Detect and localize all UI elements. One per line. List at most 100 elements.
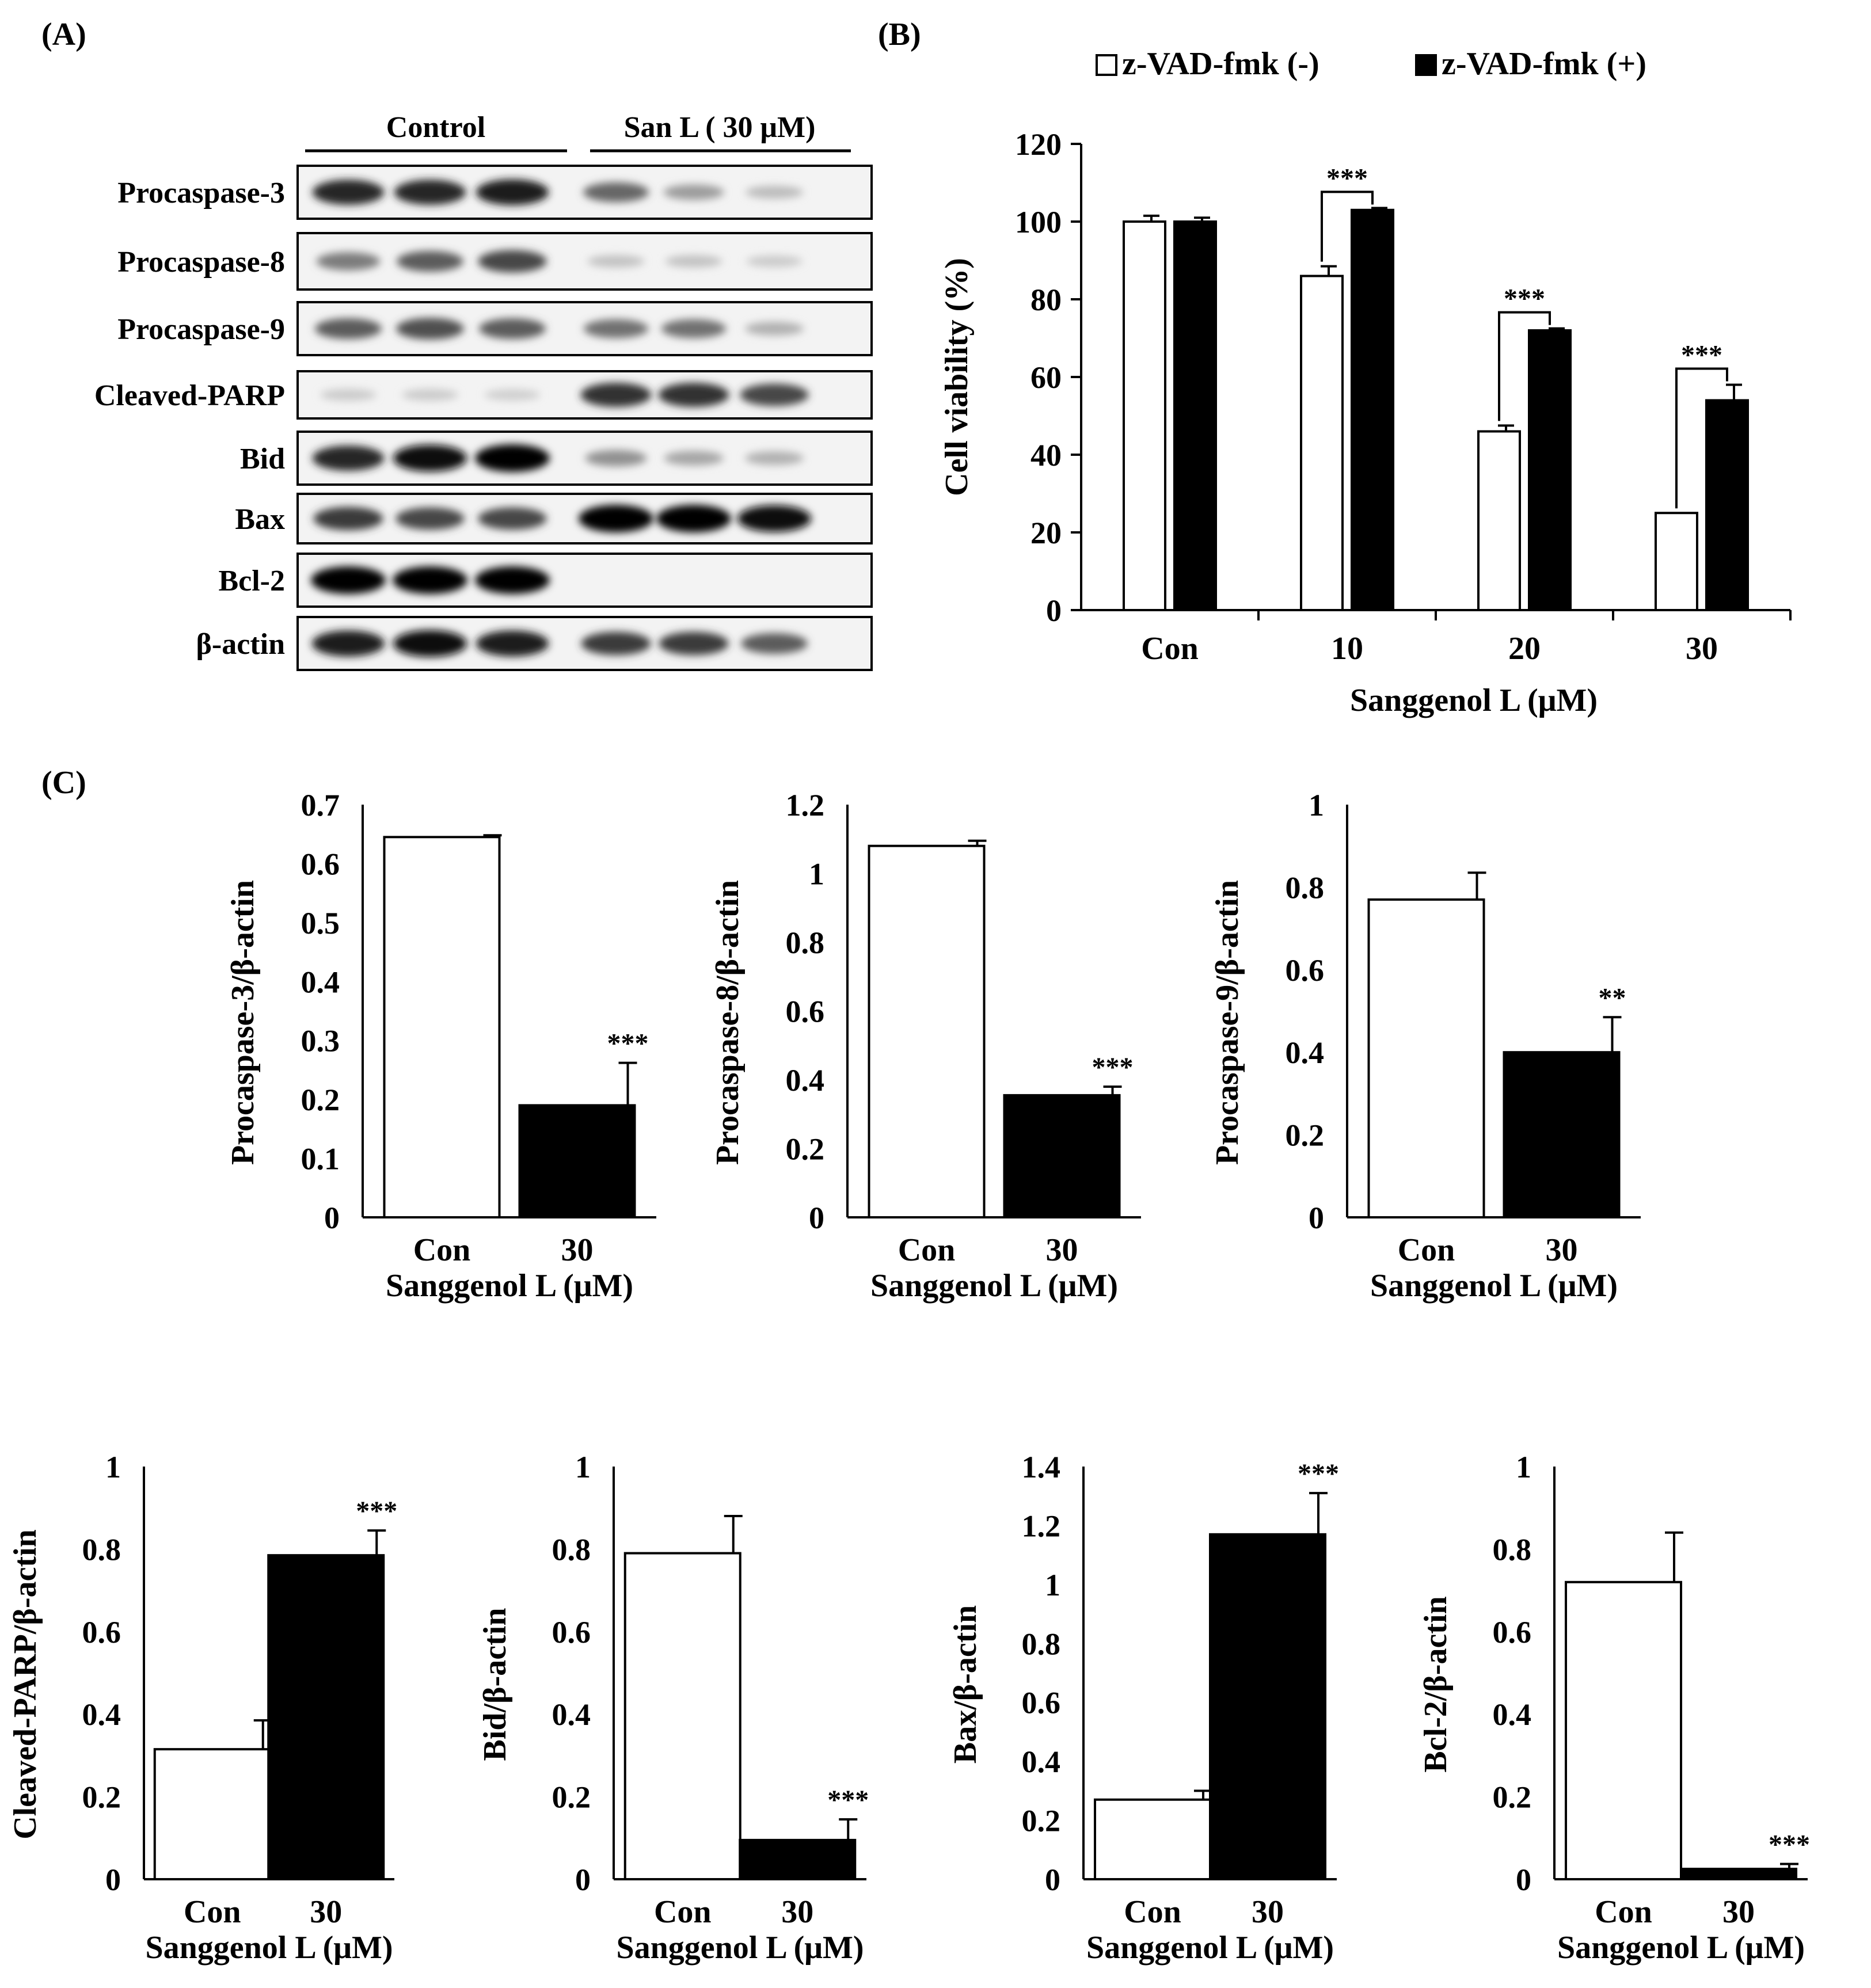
densitometry-charts: 00.10.20.30.40.50.60.7Con***30Sanggenol … [7,788,1810,1966]
x-axis-title: Sanggenol L (μM) [1370,1268,1618,1304]
y-tick-label: 1.2 [786,788,825,822]
y-tick-label: 0.4 [301,965,340,999]
bar [1705,399,1749,611]
blot-band [393,630,467,657]
blot-band [745,185,804,199]
y-tick-label: 0.4 [552,1697,591,1732]
blot-band [741,633,808,654]
y-tick-label: 0.2 [552,1780,591,1815]
blot-band [581,631,651,656]
blot-band [397,251,463,272]
y-tick-label: 0.6 [552,1615,591,1650]
blot-band [393,444,467,472]
y-tick-label: 0 [1309,1201,1324,1235]
blot-band [745,322,804,336]
x-tick-label: 30 [1252,1894,1284,1930]
y-tick-label: 0.3 [301,1024,340,1058]
blot-band [396,507,465,530]
bar [1503,1051,1621,1218]
y-tick-label: 100 [1015,205,1062,239]
blot-band [396,318,464,340]
blot-row-label: Procaspase-3 [117,177,285,210]
blot-band [746,255,803,268]
significance-label: *** [356,1496,397,1526]
blot-band [320,389,377,401]
y-axis-title: Bid/β-actin [477,1608,513,1761]
blot-band [478,507,547,530]
bar [1003,1094,1121,1218]
blot-band [394,180,466,205]
bar [1351,208,1394,611]
blot-band [583,182,649,203]
y-axis-title: Procaspase-9/β-actin [1210,880,1245,1165]
y-tick-label: 1.4 [1022,1450,1061,1484]
blot-group-label-control: Control [386,111,485,144]
bar [1565,1581,1682,1880]
bar [868,844,986,1218]
x-tick-label: 30 [1722,1894,1755,1930]
y-tick-label: 0.6 [786,995,825,1029]
x-tick-label: 30 [781,1894,813,1930]
y-tick-label: 0.2 [786,1132,825,1167]
significance-label: *** [1681,340,1722,371]
y-tick-label: 0 [575,1863,591,1897]
y-tick-label: 0.8 [82,1532,121,1567]
x-tick-label: Con [1141,631,1199,667]
bar [1209,1533,1326,1881]
y-tick-label: 0.2 [1286,1118,1325,1153]
bar [1094,1798,1211,1880]
y-tick-label: 40 [1030,438,1062,473]
significance-label: *** [1298,1458,1339,1489]
blot-band [665,255,722,268]
y-tick-label: 0 [1516,1863,1531,1897]
y-tick-label: 0.6 [301,847,340,881]
blot-row-label: Bid [240,443,285,475]
y-tick-label: 0.4 [1022,1745,1061,1779]
y-tick-label: 0.8 [552,1532,591,1567]
y-tick-label: 1 [575,1450,591,1484]
blot-band [585,450,647,467]
blot-band [587,255,645,268]
x-tick-label: 20 [1508,631,1541,667]
blot-band [475,444,550,472]
panel-label-c: (C) [41,765,86,801]
y-tick-label: 1.2 [1022,1509,1061,1543]
blot-band [313,506,383,531]
y-tick-label: 0.4 [786,1063,825,1098]
x-axis-title: Sanggenol L (μM) [145,1930,393,1966]
y-tick-label: 0.2 [82,1780,121,1815]
blot-band [311,566,386,594]
y-tick-label: 0 [809,1201,824,1235]
y-tick-label: 1 [809,857,824,892]
bar [739,1838,857,1881]
x-tick-label: Con [1595,1894,1652,1930]
x-tick-label: Con [184,1894,241,1930]
significance-label: *** [1504,284,1545,314]
bar [153,1748,271,1881]
blot-band [312,180,385,205]
bar [518,1104,636,1219]
x-tick-label: Con [1398,1232,1455,1268]
bar [623,1552,741,1881]
y-tick-label: 0.4 [82,1697,121,1732]
x-tick-label: Con [413,1232,471,1268]
y-axis-title: Procaspase-3/β-actin [225,880,261,1165]
blot-row-label: Procaspase-9 [117,313,285,346]
blot-band [476,179,549,205]
bar [1173,220,1217,611]
blot-band [476,630,549,657]
significance-label: *** [1092,1052,1134,1083]
blot-band [402,389,458,401]
legend-swatch [1415,54,1437,76]
blot-band [579,505,653,532]
blot-band [745,451,804,465]
x-axis-title: Sanggenol L (μM) [616,1930,864,1966]
blot-row-label: β-actin [196,628,286,661]
x-tick-label: Con [654,1894,712,1930]
bar [1367,898,1485,1219]
blot-band [475,566,550,594]
y-tick-label: 0.6 [1022,1686,1061,1720]
